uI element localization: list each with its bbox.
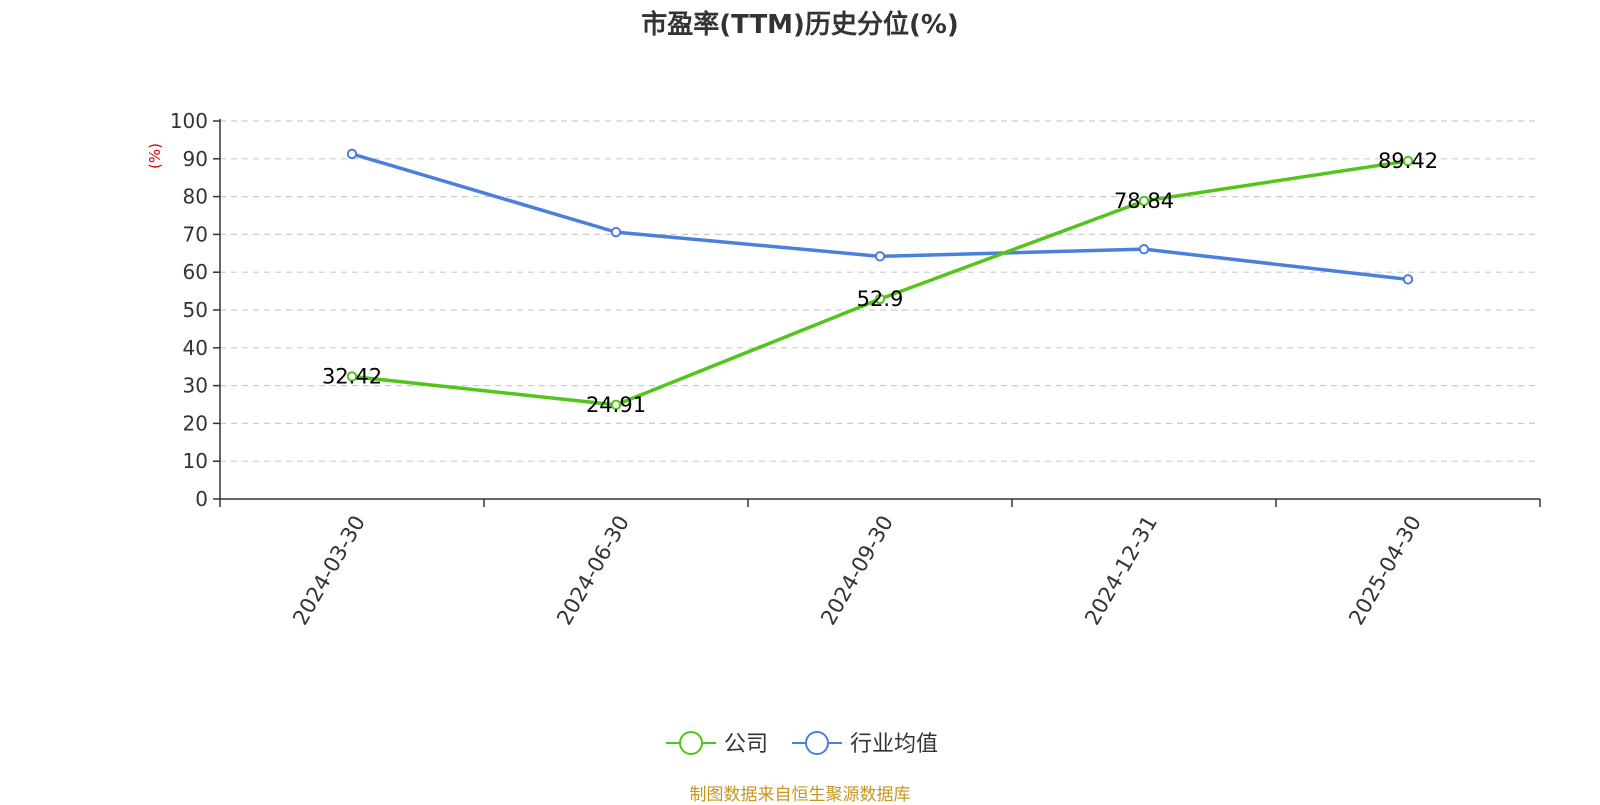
data-label: 78.84 <box>1114 189 1174 213</box>
x-tick-label: 2024-06-30 <box>552 511 634 629</box>
data-label: 24.91 <box>586 393 646 417</box>
y-tick-label: 50 <box>183 298 208 322</box>
data-point[interactable] <box>1138 195 1150 207</box>
series-line <box>351 159 1409 407</box>
y-tick-label: 80 <box>183 185 208 209</box>
x-tick-label: 2024-03-30 <box>288 511 370 629</box>
data-point[interactable] <box>346 148 358 160</box>
legend-item[interactable]: 公司 <box>666 731 768 757</box>
data-point[interactable] <box>610 226 622 238</box>
legend-item[interactable]: 行业均值 <box>792 731 938 757</box>
legend-swatch-circle-icon <box>805 731 829 755</box>
y-axis-label: (%) <box>146 143 164 169</box>
source-note: 制图数据来自恒生聚源数据库 <box>689 785 911 805</box>
series-lines <box>346 148 1414 411</box>
y-tick-label: 60 <box>183 260 208 284</box>
x-tick-label: 2025-04-30 <box>1344 511 1426 629</box>
data-label: 52.9 <box>857 287 904 311</box>
y-tick-label: 20 <box>183 411 208 435</box>
legend-label: 行业均值 <box>850 732 938 757</box>
y-tick-label: 0 <box>195 487 208 511</box>
y-tick-label: 90 <box>183 147 208 171</box>
data-label: 32.42 <box>322 364 382 388</box>
data-point[interactable] <box>874 293 886 305</box>
legend-swatch-circle-icon <box>679 731 703 755</box>
data-point[interactable] <box>346 371 358 382</box>
y-tick-label: 70 <box>183 222 208 246</box>
data-point[interactable] <box>610 399 622 411</box>
chart-title: 市盈率(TTM)历史分位(%) <box>641 10 959 40</box>
data-point[interactable] <box>874 251 886 262</box>
legend-label: 公司 <box>724 732 768 757</box>
x-tick-label: 2024-09-30 <box>816 511 898 629</box>
y-tick-label: 10 <box>183 449 208 473</box>
data-point[interactable] <box>1402 274 1414 285</box>
data-labels: 32.42 24.91 52.9 78.84 89.42 <box>322 149 1438 417</box>
x-tick-label: 2024-12-31 <box>1080 511 1162 629</box>
legend[interactable]: 公司 行业均值 <box>666 731 938 757</box>
data-point[interactable] <box>1138 243 1150 255</box>
y-tick-label: 30 <box>183 374 208 398</box>
data-label: 89.42 <box>1378 149 1438 173</box>
y-tick-label: 100 <box>170 109 208 133</box>
y-tick-label: 40 <box>183 336 208 360</box>
data-point[interactable] <box>1402 155 1414 167</box>
